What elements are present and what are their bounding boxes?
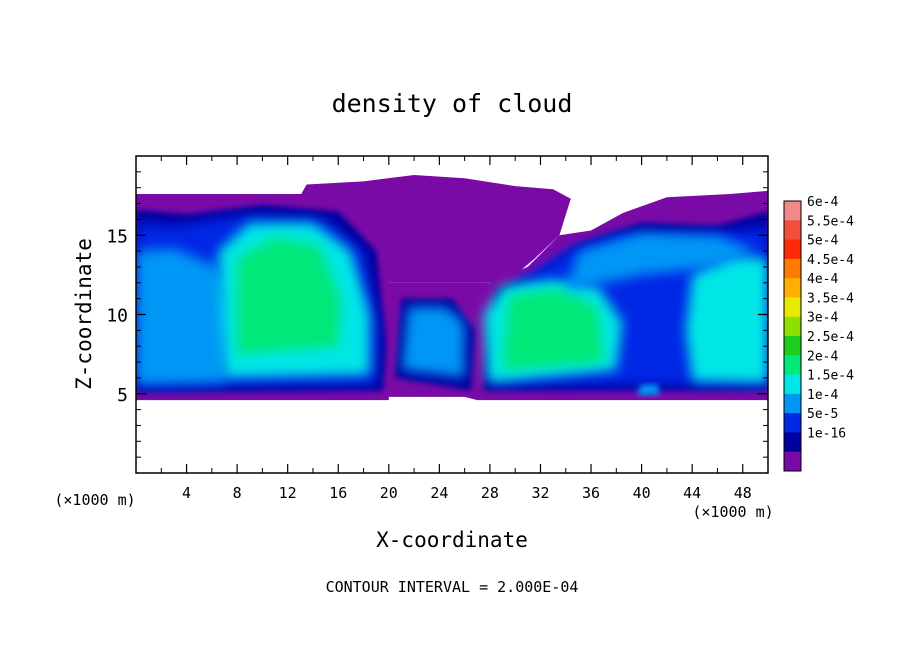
x-tick-label: 44	[683, 484, 701, 502]
core-right-c	[685, 254, 768, 383]
colorbar-label: 5e-4	[807, 234, 838, 249]
colorbar-swatch	[784, 278, 801, 298]
x-tick-label: 16	[329, 484, 347, 502]
colorbar-label: 2e-4	[807, 349, 838, 364]
small-cell-right	[636, 384, 660, 396]
colorbar-swatch	[784, 413, 801, 433]
x-axis-label: X-coordinate	[376, 528, 528, 552]
cloud-field	[136, 175, 768, 401]
x-tick-label: 40	[633, 484, 651, 502]
colorbar-swatch	[784, 393, 801, 414]
colorbar-swatch	[784, 432, 801, 453]
x-tick-label: 12	[279, 484, 297, 502]
colorbar-swatch	[784, 297, 801, 318]
x-tick-label: 24	[430, 484, 448, 502]
chart-title: density of cloud	[332, 89, 573, 118]
colorbar: 6e-4 5.5e-4 5e-4 4.5e-4 4e-4 3.5e-4 3e-4 2.5e-4…	[783, 195, 854, 472]
blue-layer-middle	[401, 306, 465, 378]
x-axis: 4 8 12 16 20 24 28 32 36 40 44 48	[160, 156, 752, 502]
colorbar-swatch	[784, 220, 801, 241]
y-tick-label: 5	[117, 385, 128, 406]
core-left-a	[136, 247, 231, 385]
colorbar-label: 5e-5	[807, 407, 838, 422]
colorbar-swatch	[784, 239, 801, 260]
colorbar-label: 2.5e-4	[807, 330, 854, 345]
core-left-c	[237, 236, 341, 355]
colorbar-label: 3e-4	[807, 311, 838, 326]
colorbar-frame	[783, 200, 802, 472]
z-unit-label: (×1000 m)	[54, 491, 135, 509]
y-tick-label: 10	[106, 306, 128, 327]
colorbar-label: 3.5e-4	[807, 291, 854, 306]
x-tick-label: 8	[233, 484, 242, 502]
colorbar-label: 1.5e-4	[807, 369, 854, 384]
colorbar-label: 1e-4	[807, 388, 838, 403]
x-tick-label: 48	[734, 484, 752, 502]
colorbar-label: 1e-16	[807, 426, 846, 441]
x-tick-label: 4	[182, 484, 191, 502]
colorbar-swatch	[784, 355, 801, 376]
y-tick-label: 15	[106, 226, 128, 247]
colorbar-swatch	[784, 374, 801, 395]
x-unit-label: (×1000 m)	[692, 503, 773, 521]
colorbar-label: 4.5e-4	[807, 253, 854, 268]
x-tick-label: 20	[380, 484, 398, 502]
y-axis: 5 10 15	[106, 171, 768, 458]
contour-interval-footer: CONTOUR INTERVAL = 2.000E-04	[326, 578, 579, 596]
colorbar-label: 5.5e-4	[807, 214, 854, 229]
colorbar-label: 6e-4	[807, 195, 838, 210]
colorbar-swatch	[784, 258, 801, 279]
x-tick-label: 32	[531, 484, 549, 502]
core-right-b	[502, 289, 604, 370]
y-axis-label: Z-coordinate	[72, 238, 96, 390]
colorbar-swatch	[784, 451, 801, 472]
colorbar-swatch	[784, 201, 801, 221]
x-tick-label: 36	[582, 484, 600, 502]
colorbar-swatch	[784, 316, 801, 337]
x-tick-label: 28	[481, 484, 499, 502]
colorbar-swatch	[784, 336, 801, 356]
colorbar-label: 4e-4	[807, 272, 838, 287]
core-right-upper	[565, 232, 756, 291]
